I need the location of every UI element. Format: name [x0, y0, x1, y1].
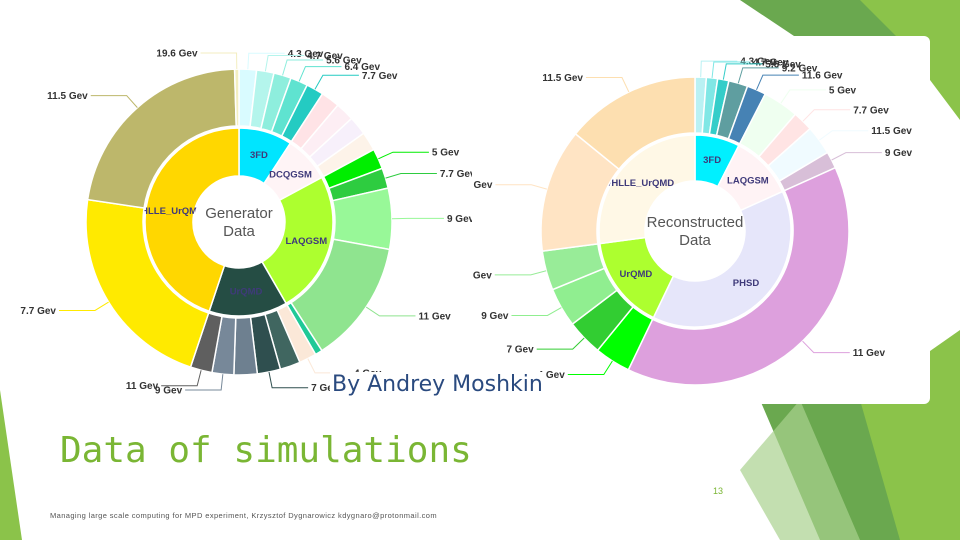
generator-center-hole — [194, 177, 284, 267]
reconstructed-slice-label: 11 Gev — [853, 348, 886, 359]
reconstructed-leader-line — [722, 63, 763, 80]
generator-slice-label: 9 Gev — [155, 386, 183, 397]
generator-group-label: DCQGSM — [269, 170, 312, 181]
deco-green-top-right — [860, 0, 960, 120]
reconstructed-slice-label: 11.5 Gev — [542, 73, 583, 84]
deco-green-left — [0, 390, 22, 540]
reconstructed-slice-phsd-0 — [627, 166, 850, 386]
reconstructed-slice-label: 9.2 Gev — [782, 63, 818, 74]
generator-group-label: 3FD — [250, 150, 268, 161]
reconstructed-slice-vhlle-urqmd-1 — [574, 76, 696, 171]
reconstructed-slice-label: 11.5 Gev — [871, 126, 912, 137]
reconstructed-sunburst-chart: 3FD LAQGSM PHSD UrQMD vHLLE_UrQMD Reconstruct… — [472, 57, 913, 386]
reconstructed-slice-label: 4 Gev — [538, 370, 566, 381]
generator-leader-line — [385, 173, 437, 179]
reconstructed-slice-label: 7 Gev — [506, 345, 534, 356]
generator-group-label: LAQGSM — [285, 236, 327, 247]
generator-slice-label: 4.3 Gev — [288, 49, 324, 60]
generator-leader-line — [268, 371, 309, 389]
reconstructed-slice-label: 9 Gev — [885, 148, 913, 159]
generator-leader-line — [58, 301, 109, 311]
generator-group-label: UrQMD — [230, 287, 263, 298]
generator-slice-label: 6.4 Gev — [344, 62, 380, 73]
reconstructed-leader-line — [756, 74, 799, 91]
generator-group-laqgsm — [261, 176, 334, 305]
generator-slice-label: 5 Gev — [432, 148, 460, 159]
generator-leader-line — [264, 55, 305, 72]
reconstructed-center-label: Data — [679, 232, 711, 249]
generator-leader-line — [200, 52, 238, 70]
reconstructed-group-label: vHLLE_UrQMD — [606, 178, 674, 189]
generator-leader-line — [298, 66, 342, 82]
reconstructed-slice-label: 4.7 Gev — [753, 58, 789, 69]
generator-leader-line — [282, 59, 324, 76]
generator-slice-vhlle-urqmd-2 — [233, 68, 240, 127]
reconstructed-slice-label: 7.7 Gev — [853, 105, 889, 116]
reconstructed-slice-label: 7.7 Gev — [472, 180, 493, 191]
reconstructed-leader-line — [802, 109, 851, 122]
deco-green-facet — [740, 400, 860, 540]
reconstructed-slice-label: 5.6 Gev — [765, 59, 801, 70]
generator-leader-line — [307, 358, 352, 374]
reconstructed-slice-label: 11.6 Gev — [802, 71, 843, 82]
reconstructed-leader-line — [711, 61, 750, 79]
generator-slice-label: 5.6 Gev — [326, 55, 362, 66]
generator-group-label: vHLLE_UrQMD — [136, 206, 204, 217]
reconstructed-center-label: Reconstructed — [647, 214, 744, 231]
reconstructed-leader-line — [495, 184, 547, 190]
generator-slice-label: 7.7 Gev — [440, 169, 476, 180]
generator-slice-label: 7.7 Gev — [362, 71, 398, 82]
generator-slice-label: 19.6 Gev — [156, 49, 198, 60]
reconstructed-leader-line — [737, 67, 779, 84]
reconstructed-leader-line — [700, 60, 738, 78]
generator-leader-line — [185, 374, 224, 391]
generator-center-label: Data — [223, 223, 255, 240]
generator-slice-label: 11.5 Gev — [47, 91, 88, 102]
generator-slice-label: 11 Gev — [418, 311, 451, 322]
reconstructed-leader-line — [585, 76, 630, 93]
generator-leader-line — [378, 151, 429, 160]
generator-leader-line — [365, 306, 416, 317]
generator-leader-line — [314, 74, 359, 90]
reconstructed-slice-label: 11 Gev — [472, 270, 492, 281]
reconstructed-leader-line — [511, 307, 562, 316]
generator-leader-line — [247, 52, 285, 70]
reconstructed-group-label: PHSD — [733, 278, 760, 289]
reconstructed-leader-line — [802, 340, 850, 354]
reconstructed-leader-line — [494, 270, 547, 276]
footer-text: Managing large scale computing for MPD e… — [50, 511, 437, 520]
reconstructed-group-label: LAQGSM — [727, 176, 769, 187]
reconstructed-group-phsd — [652, 190, 792, 328]
reconstructed-center-hole — [646, 182, 744, 280]
generator-group-vhlle-urqmd — [144, 127, 240, 313]
generator-slice-label: 11 Gev — [126, 381, 159, 392]
reconstructed-leader-line — [819, 130, 869, 141]
generator-leader-line — [90, 95, 138, 108]
reconstructed-leader-line — [536, 337, 585, 350]
reconstructed-slice-label: 9 Gev — [481, 311, 509, 322]
reconstructed-slice-label: 4.3 Gev — [740, 57, 776, 68]
generator-center-label: Generator — [205, 205, 273, 222]
reconstructed-group-label: UrQMD — [620, 269, 653, 280]
generator-slice-label: 9 Gev — [447, 214, 475, 225]
generator-slice-label: 7.7 Gev — [20, 306, 56, 317]
page-number: 13 — [713, 486, 724, 496]
generator-slice-label: 4.7 Gev — [307, 51, 343, 62]
reconstructed-leader-line — [780, 89, 826, 104]
reconstructed-sunburst-panel: 3FD LAQGSM PHSD UrQMD vHLLE_UrQMD Reconstruct… — [472, 36, 930, 404]
generator-leader-line — [161, 370, 202, 387]
reconstructed-slice-label: 5 Gev — [829, 85, 857, 96]
reconstructed-group-vhlle-urqmd — [598, 134, 696, 245]
reconstructed-group-label: 3FD — [703, 155, 721, 166]
reconstructed-leader-line — [831, 152, 882, 161]
generator-slice-label: 7 Gev — [311, 383, 339, 394]
author-credit: By Andrey Moshkin — [330, 372, 545, 397]
reconstructed-leader-line — [567, 360, 613, 375]
slide-title: Data of simulations — [60, 430, 472, 471]
generator-sunburst-panel: 3FD DCQGSM LAQGSM UrQMD vHLLE_UrQMD Generator… — [14, 42, 492, 402]
